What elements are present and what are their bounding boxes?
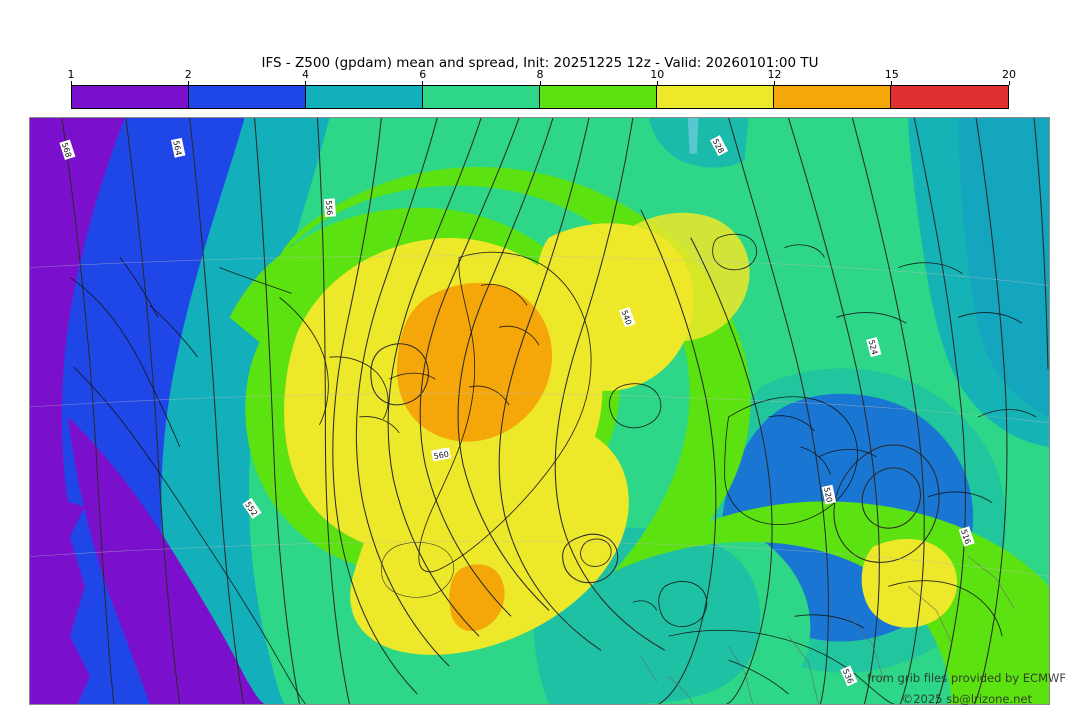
colorbar-tick-1: 1 [67, 68, 75, 81]
colorbar-tickmark-20 [1008, 81, 1010, 85]
colorbar-tickmark-15 [891, 81, 893, 85]
map-canvas: 568 564 556 540 [30, 118, 1049, 704]
colorbar-tick-6: 6 [419, 68, 427, 81]
colorbar-tick-20: 20 [1002, 68, 1016, 81]
svg-text:524: 524 [867, 339, 880, 356]
spread-region-yellow-tongue [350, 421, 629, 655]
colorbar-segment-yellow [657, 86, 774, 108]
colorbar-segment-red [891, 86, 1008, 108]
spread-region-yellow-east-pocket [861, 538, 958, 628]
svg-text:520: 520 [822, 486, 834, 503]
colorbar-tickmark-8 [539, 81, 541, 85]
colorbar-tick-15: 15 [884, 68, 899, 81]
svg-text:564: 564 [171, 140, 183, 157]
colorbar: 1 2 4 6 8 10 12 15 20 [68, 69, 1016, 109]
contour-lines [61, 118, 1049, 704]
spread-region-purple-west [30, 118, 125, 704]
colorbar-segment-spring-green [423, 86, 540, 108]
contour-labels: 568 564 556 540 [59, 135, 975, 687]
colorbar-strip [71, 85, 1009, 109]
colorbar-tick-2: 2 [184, 68, 192, 81]
colorbar-segment-teal [306, 86, 423, 108]
colorbar-tick-labels: 1 2 4 6 8 10 12 15 20 [67, 68, 1016, 85]
colorbar-segment-orange [774, 86, 891, 108]
spread-region-teal-northeast [908, 118, 1049, 447]
page-title: IFS - Z500 (gpdam) mean and spread, Init… [261, 55, 819, 71]
colorbar-tickmark-2 [187, 81, 189, 85]
spread-region-orange-core-south [449, 564, 505, 632]
colorbar-tick-12: 12 [767, 68, 782, 81]
country-borders [640, 556, 1015, 704]
spread-region-yellow-far-northeast [616, 212, 750, 342]
spread-region-teal-polar-patch [648, 118, 749, 168]
graticule [30, 255, 1049, 577]
colorbar-segment-purple [72, 86, 189, 108]
colorbar-segment-blue [189, 86, 306, 108]
colorbar-tick-8: 8 [536, 68, 544, 81]
colorbar-tick-10: 10 [650, 68, 665, 81]
colorbar-tickmark-1 [70, 81, 72, 85]
colorbar-tick-4: 4 [302, 68, 309, 81]
colorbar-tickmark-6 [422, 81, 424, 85]
svg-text:568: 568 [60, 141, 73, 158]
colorbar-tickmark-4 [305, 81, 306, 85]
colorbar-segment-green [540, 86, 657, 108]
spread-region-purple-coast [67, 416, 266, 704]
colorbar-tickmark-12 [774, 81, 775, 85]
coastlines [69, 233, 1037, 704]
svg-text:560: 560 [433, 450, 450, 461]
svg-text:516: 516 [959, 528, 972, 545]
svg-text:556: 556 [324, 200, 334, 216]
map-plot-area[interactable]: 568 564 556 540 [29, 117, 1050, 705]
colorbar-tickmark-10 [656, 81, 658, 85]
